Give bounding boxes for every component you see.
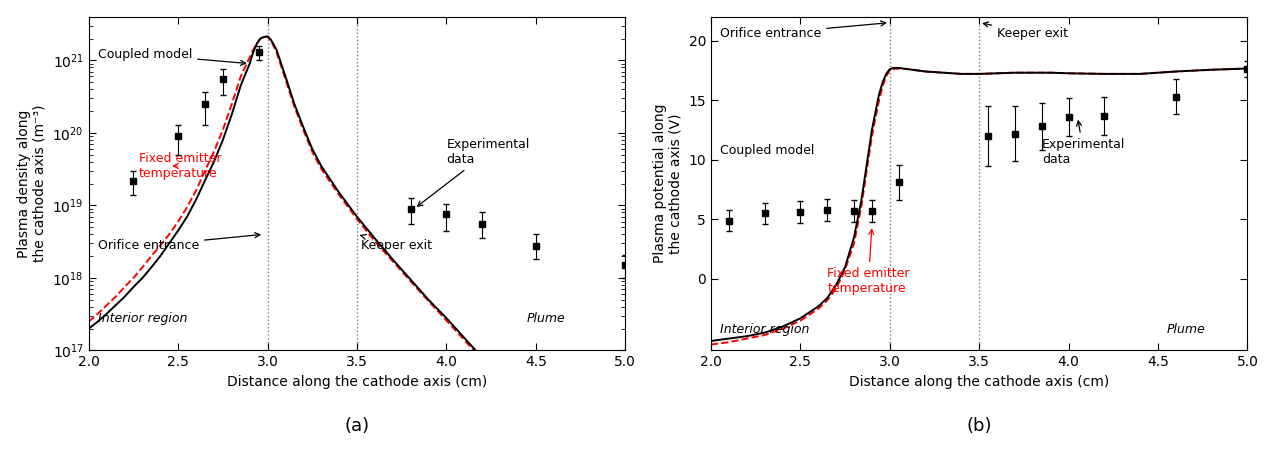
Text: Coupled model: Coupled model <box>720 144 815 157</box>
Text: Interior region: Interior region <box>720 322 810 336</box>
Y-axis label: Plasma density along
the cathode axis (m⁻³): Plasma density along the cathode axis (m… <box>17 105 47 262</box>
Text: Coupled model: Coupled model <box>98 48 246 65</box>
X-axis label: Distance along the cathode axis (cm): Distance along the cathode axis (cm) <box>849 375 1109 389</box>
Text: Plume: Plume <box>527 312 566 325</box>
Text: Interior region: Interior region <box>98 312 187 325</box>
Text: Experimental
data: Experimental data <box>1042 121 1125 166</box>
Text: (a): (a) <box>344 417 370 435</box>
Text: Fixed emitter
temperature: Fixed emitter temperature <box>827 229 910 295</box>
X-axis label: Distance along the cathode axis (cm): Distance along the cathode axis (cm) <box>227 375 487 389</box>
Text: Experimental
data: Experimental data <box>417 138 529 206</box>
Text: (b): (b) <box>966 417 992 435</box>
Text: Keeper exit: Keeper exit <box>361 235 431 252</box>
Text: Plume: Plume <box>1167 322 1206 336</box>
Text: Orifice entrance: Orifice entrance <box>98 233 260 252</box>
Y-axis label: Plasma potential along
the cathode axis (V): Plasma potential along the cathode axis … <box>653 104 683 263</box>
Text: Keeper exit: Keeper exit <box>983 22 1068 40</box>
Text: Fixed emitter
temperature: Fixed emitter temperature <box>139 152 222 180</box>
Text: Orifice entrance: Orifice entrance <box>720 21 886 40</box>
